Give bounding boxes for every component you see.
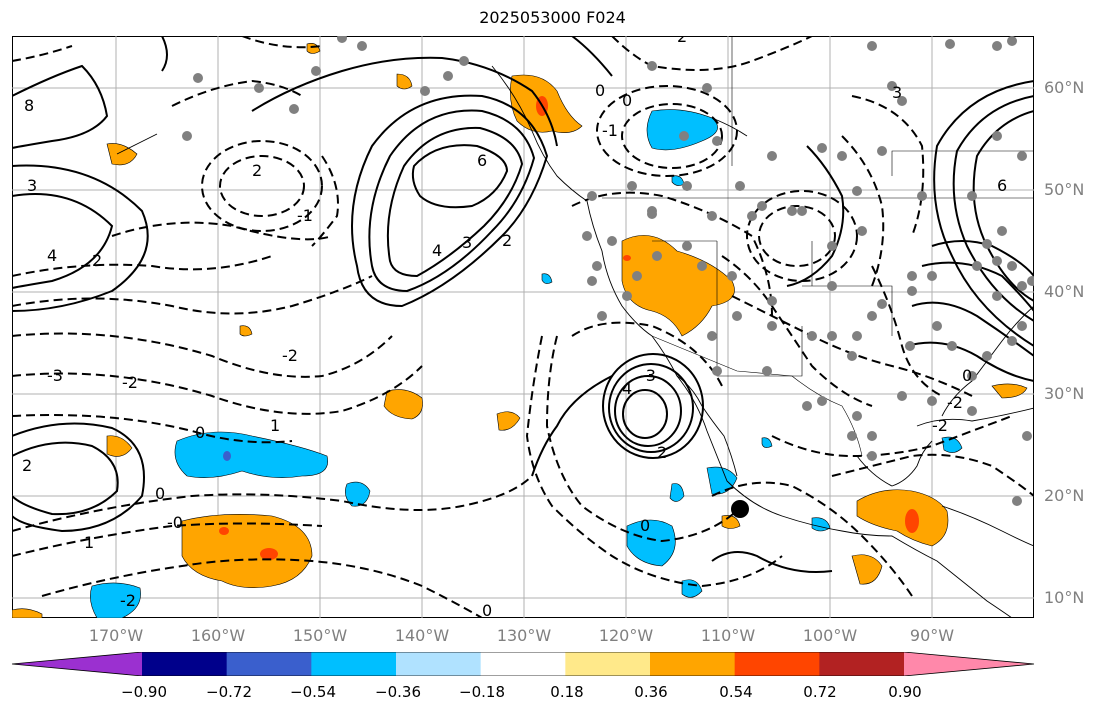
contour-label: 0 — [155, 484, 165, 503]
colorbar-label: −0.36 — [375, 683, 421, 701]
contour-label: -0 — [167, 513, 183, 532]
colorbar-swatch — [226, 652, 312, 676]
lon-label-150w: 150°W — [292, 626, 348, 645]
contour-label: 3 — [27, 176, 37, 195]
lat-label-40n: 40°N — [1044, 282, 1085, 301]
contour-label: 0 — [195, 423, 205, 442]
contour-label: 6 — [477, 151, 487, 170]
lat-label-60n: 60°N — [1044, 78, 1085, 97]
contour-label: 2 — [502, 231, 512, 250]
contour-label: 3 — [462, 233, 472, 252]
contour-label: 4 — [432, 241, 442, 260]
lon-label-140w: 140°W — [394, 626, 450, 645]
contour-label: -3 — [47, 366, 63, 385]
colorbar-swatch — [480, 652, 566, 676]
lat-label-30n: 30°N — [1044, 384, 1085, 403]
colorbar-label: 0.90 — [888, 683, 922, 701]
lon-label-100w: 100°W — [802, 626, 858, 645]
strong-negative-cores — [223, 451, 231, 461]
colorbar-label: 0.18 — [550, 683, 584, 701]
contour-label: 1 — [84, 533, 94, 552]
contour-label: 0 — [962, 366, 972, 385]
contour-label: 0 — [622, 91, 632, 110]
station-dots — [182, 36, 1034, 506]
contour-label: 4 — [622, 379, 632, 398]
contour-label: -2 — [947, 393, 963, 412]
colorbar-swatch — [819, 652, 905, 676]
contour-label: -1 — [602, 121, 618, 140]
colorbar — [11, 652, 1035, 676]
lat-label-50n: 50°N — [1044, 180, 1085, 199]
strong-positive-cores — [219, 96, 919, 560]
lon-label-160w: 160°W — [190, 626, 246, 645]
contour-label: 4 — [47, 246, 57, 265]
map-canvas: 0 2 3 4 6 -1 -2 -3 1 2 0 -2 0 1 0 2 -2 -… — [12, 36, 1034, 618]
contour-label: -2 — [932, 416, 948, 435]
contour-label: 0 — [640, 516, 650, 535]
colorbar-swatch — [396, 652, 482, 676]
colorbar-swatch — [142, 652, 228, 676]
colorbar-label: 0.36 — [634, 683, 668, 701]
negative-anomaly-areas — [90, 109, 963, 618]
colorbar-label: −0.18 — [459, 683, 505, 701]
colorbar-swatch — [734, 652, 820, 676]
contour-label: 2 — [677, 36, 687, 46]
contour-label: 3 — [892, 83, 902, 102]
contour-label: -1 — [297, 206, 313, 225]
positive-contours — [12, 36, 1034, 573]
contour-label: 2 — [657, 443, 667, 462]
colorbar-swatch — [311, 652, 397, 676]
colorbar-label: 0.72 — [803, 683, 837, 701]
colorbar-label: −0.90 — [121, 683, 167, 701]
colorbar-swatch — [650, 652, 736, 676]
contour-label: 2 — [92, 251, 102, 270]
political-borders — [602, 36, 1034, 457]
contour-label: 2 — [252, 161, 262, 180]
contour-label: 0 — [595, 81, 605, 100]
lat-label-20n: 20°N — [1044, 486, 1085, 505]
colorbar-label: −0.72 — [206, 683, 252, 701]
gridlines — [12, 36, 1034, 618]
contour-labels: 0 2 3 4 6 -1 -2 -3 1 2 0 -2 0 1 0 2 -2 -… — [22, 36, 1007, 618]
lon-label-130w: 130°W — [496, 626, 552, 645]
target-marker — [731, 500, 749, 518]
contour-label: 0 — [482, 601, 492, 618]
lon-label-170w: 170°W — [88, 626, 144, 645]
contour-label: -3 — [640, 366, 656, 385]
colorbar-outline — [11, 652, 1035, 676]
colorbar-swatch — [565, 652, 651, 676]
positive-anomaly-areas — [12, 43, 1028, 618]
colorbar-label: −0.54 — [290, 683, 336, 701]
colorbar-swatch — [12, 652, 142, 676]
contour-label: 8 — [24, 96, 34, 115]
contour-label: -2 — [120, 591, 136, 610]
lon-label-110w: 110°W — [700, 626, 756, 645]
contour-label: -2 — [282, 346, 298, 365]
lat-label-10n: 10°N — [1044, 588, 1085, 607]
colorbar-label: 0.54 — [719, 683, 753, 701]
colorbar-swatch — [904, 652, 1034, 676]
contour-label: 1 — [270, 416, 280, 435]
lon-label-90w: 90°W — [909, 626, 955, 645]
contour-label: -2 — [122, 373, 138, 392]
map-title: 2025053000 F024 — [479, 8, 626, 27]
contour-label: 6 — [997, 176, 1007, 195]
contour-label: 2 — [22, 456, 32, 475]
lon-label-120w: 120°W — [598, 626, 654, 645]
